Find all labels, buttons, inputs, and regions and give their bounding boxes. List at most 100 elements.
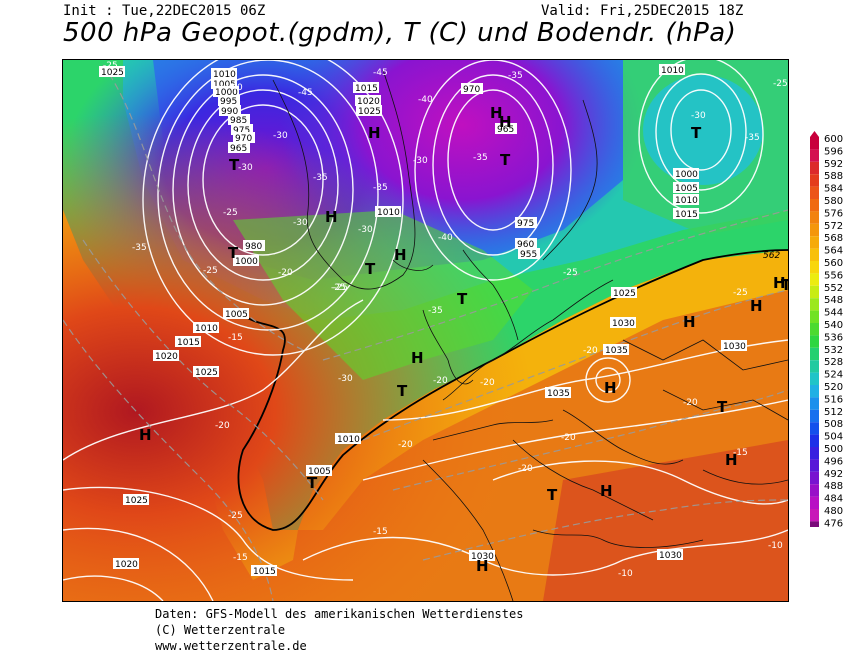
weather-map: 1025 1010 1005 1000 995 990 985 980 975 … [62, 59, 789, 602]
temperature-label: -20 [398, 440, 413, 450]
temperature-label: -25 [563, 268, 578, 278]
isotherms [63, 64, 788, 601]
low-marker: T [691, 124, 702, 142]
temperature-label: -20 [215, 421, 230, 431]
legend-label: 552 [824, 283, 843, 294]
legend-label: 592 [824, 159, 843, 170]
low-marker: T [457, 290, 468, 308]
legend-swatch [810, 484, 819, 497]
high-marker: H [773, 274, 786, 292]
legend-swatch [810, 459, 819, 472]
low-marker: T [228, 244, 239, 262]
temperature-label: -15 [228, 333, 243, 343]
legend-label: 564 [824, 246, 843, 257]
svg-text:965: 965 [230, 144, 247, 154]
svg-text:1030: 1030 [659, 551, 682, 561]
temperature-label: -30 [338, 374, 353, 384]
legend-label: 596 [824, 146, 843, 157]
high-marker: H [490, 104, 503, 122]
temperature-label: -30 [358, 225, 373, 235]
legend-label: 568 [824, 233, 843, 244]
legend-label: 516 [824, 394, 843, 405]
temperature-label: -45 [298, 88, 313, 98]
svg-text:1010: 1010 [661, 66, 684, 76]
legend-swatch [810, 211, 819, 224]
pressure-label: 1025 [193, 366, 219, 378]
pressure-label: 1005 [673, 182, 699, 194]
low-marker: T [717, 398, 728, 416]
high-marker: H [139, 426, 152, 444]
legend-label: 556 [824, 270, 843, 281]
isobars [63, 60, 788, 601]
svg-text:1015: 1015 [177, 338, 200, 348]
pressure-label: 1005 [306, 465, 332, 477]
legend-label: 540 [824, 320, 843, 331]
legend-label: 536 [824, 332, 843, 343]
pressure-label: 1000 [233, 255, 259, 267]
low-marker: T [547, 486, 558, 504]
footer-source: Daten: GFS-Modell des amerikanischen Wet… [155, 607, 524, 621]
init-time: Init : Tue,22DEC2015 06Z [63, 3, 266, 19]
legend-label: 500 [824, 444, 843, 455]
pressure-label: 975 [515, 217, 537, 229]
svg-text:1020: 1020 [155, 352, 178, 362]
temperature-label: -20 [278, 268, 293, 278]
legend-label: 520 [824, 382, 843, 393]
svg-text:1005: 1005 [308, 467, 331, 477]
temperature-label: -25 [333, 283, 348, 293]
pressure-label: 1035 [545, 387, 571, 399]
svg-text:1025: 1025 [613, 289, 636, 299]
pressure-label: 1000 [213, 86, 239, 98]
pressure-label: 975 [231, 124, 253, 136]
legend-label: 532 [824, 345, 843, 356]
svg-text:1015: 1015 [253, 567, 276, 577]
footer-copyright: (C) Wetterzentrale [155, 623, 286, 637]
svg-text:980: 980 [245, 242, 262, 252]
temperature-label: -20 [683, 398, 698, 408]
temperature-label: -35 [132, 243, 147, 253]
legend-swatch [810, 434, 819, 447]
high-marker: H [476, 557, 489, 575]
legend-swatch [810, 360, 819, 373]
pressure-label: 1000 [673, 168, 699, 180]
temperature-label: -35 [473, 153, 488, 163]
pressure-label: 1010 [673, 194, 699, 206]
temperature-label: -40 [418, 95, 433, 105]
pressure-label: 995 [218, 95, 240, 107]
legend-swatch [810, 223, 819, 237]
legend-swatch [810, 248, 819, 261]
temperature-label: -25 [773, 79, 788, 89]
pressure-label: 1035 [603, 344, 629, 356]
valid-time: Valid: Fri,25DEC2015 18Z [541, 3, 744, 19]
legend-label: 544 [824, 308, 843, 319]
svg-text:1030: 1030 [723, 342, 746, 352]
low-markers: T T T T T T T T T T T [228, 124, 788, 504]
svg-text:1015: 1015 [355, 84, 378, 94]
legend-swatch [810, 323, 819, 336]
footer-url: www.wetterzentrale.de [155, 639, 307, 653]
legend-label: 504 [824, 432, 843, 443]
pressure-label: 955 [518, 248, 540, 260]
legend-label: 600 [824, 134, 843, 145]
legend-swatch [810, 471, 819, 485]
high-markers: H H H H H H H H H H H H H H [139, 104, 786, 575]
legend-label: 524 [824, 370, 843, 381]
svg-text:1025: 1025 [195, 368, 218, 378]
pressure-label: 1015 [175, 336, 201, 348]
pressure-label: 1025 [99, 66, 125, 78]
low-marker: T [781, 276, 788, 294]
low-marker: T [307, 474, 318, 492]
temperature-label: -25 [103, 61, 118, 71]
temperature-label: -35 [508, 71, 523, 81]
svg-text:985: 985 [230, 116, 247, 126]
legend-label: 508 [824, 419, 843, 430]
temperature-label: -25 [733, 288, 748, 298]
color-legend: 600 596 592 588 584 580 576 572 568 564 560 556 552 5… [808, 131, 850, 540]
legend-swatch [810, 385, 819, 398]
legend-swatch [810, 149, 819, 162]
pressure-label: 1005 [223, 308, 249, 320]
svg-text:1010: 1010 [377, 208, 400, 218]
legend-swatch [810, 261, 819, 274]
legend-swatch [810, 347, 819, 361]
legend-swatch [810, 521, 819, 534]
